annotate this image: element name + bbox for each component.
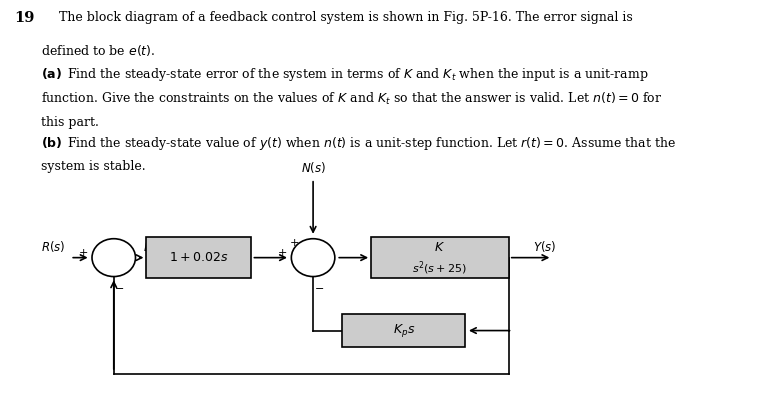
Text: +: +	[78, 248, 88, 258]
Text: +: +	[290, 238, 299, 248]
Text: $-$: $-$	[314, 283, 324, 293]
Text: $N(s)$: $N(s)$	[300, 160, 325, 175]
Bar	[371, 237, 509, 278]
Text: Find the steady-state error of the system in terms of $K$ and $K_t$ when the inp: Find the steady-state error of the syste…	[67, 66, 648, 83]
Text: $K_p s$: $K_p s$	[393, 322, 415, 339]
Text: The block diagram of a feedback control system is shown in Fig. 5P-16. The error: The block diagram of a feedback control …	[60, 11, 633, 24]
Text: $K$: $K$	[434, 241, 445, 254]
Text: this part.: this part.	[42, 116, 99, 129]
Text: $s^2(s+25)$: $s^2(s+25)$	[412, 260, 467, 278]
Ellipse shape	[292, 239, 335, 277]
Text: Find the steady-state value of $y(t)$ when $n(t)$ is a unit-step function. Let $: Find the steady-state value of $y(t)$ wh…	[67, 135, 676, 152]
Text: $E(s)$: $E(s)$	[143, 239, 166, 254]
Text: function. Give the constraints on the values of $K$ and $K_t$ so that the answer: function. Give the constraints on the va…	[42, 91, 662, 107]
Text: $R(s)$: $R(s)$	[42, 239, 66, 254]
Bar	[147, 237, 252, 278]
Text: $Y(s)$: $Y(s)$	[532, 239, 556, 254]
Ellipse shape	[92, 239, 136, 277]
Text: $-$: $-$	[114, 283, 125, 293]
Bar	[342, 314, 466, 347]
Text: $1 + 0.02s$: $1 + 0.02s$	[169, 251, 229, 264]
Text: $\mathbf{(a)}$: $\mathbf{(a)}$	[42, 66, 62, 81]
Text: defined to be $e(t)$.: defined to be $e(t)$.	[42, 43, 156, 58]
Text: +: +	[278, 248, 287, 258]
Text: 19: 19	[14, 11, 34, 25]
Text: system is stable.: system is stable.	[42, 160, 146, 173]
Text: $\mathbf{(b)}$: $\mathbf{(b)}$	[42, 135, 63, 150]
